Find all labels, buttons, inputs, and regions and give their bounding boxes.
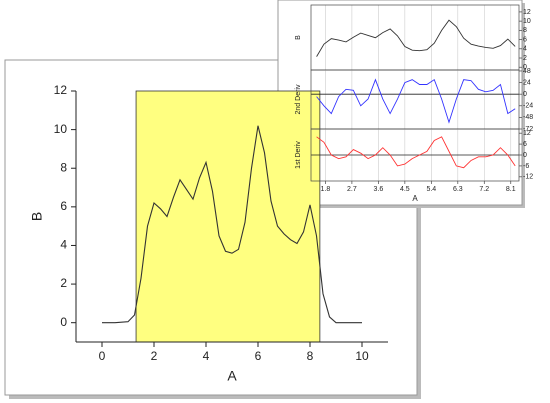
y-tick-label: 10 [523,18,531,25]
y-tick-label: 0 [523,152,527,159]
y-tick-label: 2 [523,55,527,62]
x-tick-label: 0 [99,349,106,363]
y-tick-label: 0 [523,91,527,98]
x-tick-label: 2 [151,349,158,363]
y-tick-label: 6 [60,199,67,213]
y-axis-label: 1st Deriv [295,141,302,169]
x-tick-label: 2.7 [347,186,357,193]
y-tick-label: 4 [60,238,67,252]
y-tick-label: 24 [523,79,531,86]
y-axis-label: 2nd Deriv [295,84,302,114]
y-tick-label: 0 [60,315,67,329]
data-line [102,125,362,324]
x-tick-label: 8.1 [506,186,516,193]
y-tick-label: 6 [523,141,527,148]
x-tick-label: 4.5 [400,186,410,193]
y-tick-label: 8 [523,27,527,34]
y-axis-label: B [295,35,302,40]
x-tick-label: 6.3 [453,186,463,193]
x-tick-label: 10 [355,349,369,363]
x-tick-label: 8 [307,349,314,363]
highlight-region [135,90,321,343]
x-tick-label: 6 [255,349,262,363]
x-tick-label: 1.8 [321,186,331,193]
y-tick-label: -72 [523,126,533,133]
x-tick-label: 4 [203,349,210,363]
x-axis-label: A [412,194,418,203]
y-tick-label: -6 [523,163,529,170]
y-tick-label: 8 [60,160,67,174]
y-tick-label: -24 [523,103,533,110]
y-tick-label: 12 [523,9,531,16]
y-tick-label: 12 [54,83,68,97]
y-tick-label: 12 [523,130,531,137]
x-tick-label: 7.2 [479,186,489,193]
x-tick-label: 5.4 [426,186,436,193]
y-tick-label: -48 [523,114,533,121]
y-tick-label: -12 [523,174,533,181]
y-tick-label: 0 [523,64,527,71]
data-line [316,78,516,124]
data-line [316,19,516,57]
x-tick-label: 3.6 [374,186,384,193]
y-tick-label: 6 [523,36,527,43]
y-tick-label: 2 [60,276,67,290]
y-tick-label: 4 [523,46,527,53]
y-axis-label: B [29,212,45,221]
data-line [316,136,516,169]
x-axis-label: A [227,368,237,384]
y-tick-label: 48 [523,68,531,75]
y-tick-label: 10 [54,122,68,136]
